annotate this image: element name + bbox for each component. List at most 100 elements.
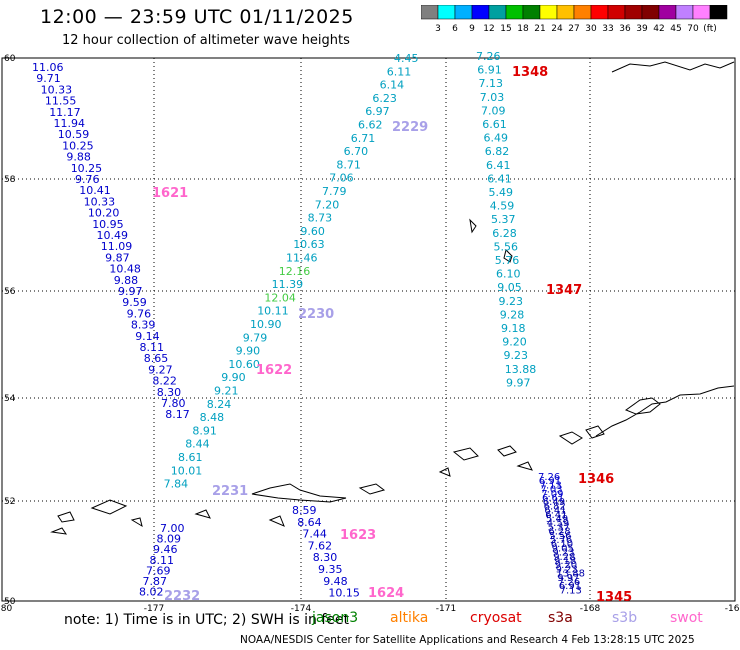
wave-height-value: 9.27 bbox=[148, 363, 173, 376]
colorbar-swatch bbox=[590, 5, 609, 20]
wave-height-value: 12.16 bbox=[279, 265, 311, 278]
wave-height-value: 7.13 bbox=[540, 480, 562, 491]
wave-height-value: 8.73 bbox=[308, 212, 333, 225]
wave-height-value: 11.09 bbox=[101, 240, 133, 253]
wave-height-value: 6.97 bbox=[365, 105, 390, 118]
wave-height-value: 10.49 bbox=[97, 229, 129, 242]
wave-height-value: 6.61 bbox=[542, 493, 564, 504]
wave-height-value: 9.71 bbox=[36, 72, 61, 85]
colorbar-swatch bbox=[505, 5, 524, 20]
wave-height-value: 6.41 bbox=[487, 172, 512, 185]
wave-height-value: 5.56 bbox=[494, 240, 519, 253]
wave-height-value: 9.05 bbox=[552, 543, 574, 554]
wave-height-value: 6.49 bbox=[543, 497, 565, 508]
wave-height-value: 7.26 bbox=[476, 50, 501, 63]
wave-height-value: 6.14 bbox=[380, 79, 405, 92]
pass-label: 1623 bbox=[340, 528, 376, 543]
color-scale-legend: 3 6 9 12 15 18 21 24 27 30 33 36 39 42 45 70 (ft) bbox=[421, 5, 728, 34]
satellite-legend-item: altika bbox=[390, 610, 429, 626]
lon-tick-label: -165 bbox=[725, 604, 740, 614]
wave-height-value: 8.17 bbox=[165, 408, 190, 421]
wave-height-value: 8.30 bbox=[313, 551, 338, 564]
wave-height-value: 8.09 bbox=[157, 533, 182, 546]
wave-height-value: 6.28 bbox=[492, 227, 517, 240]
wave-height-value: 8.24 bbox=[207, 398, 232, 411]
pass-label: 1624 bbox=[368, 586, 404, 601]
wave-height-value: 5.49 bbox=[546, 514, 568, 525]
colorbar-label: 24 bbox=[551, 24, 563, 34]
wave-height-value: 5.76 bbox=[550, 535, 572, 546]
satellite-legend-item: s3b bbox=[612, 610, 638, 626]
colorbar-label: 30 bbox=[585, 24, 597, 34]
wave-height-value: 8.48 bbox=[200, 411, 225, 424]
wave-height-value: 4.59 bbox=[490, 200, 515, 213]
colorbar-label: 6 bbox=[452, 24, 458, 34]
wave-height-value: 8.11 bbox=[140, 341, 165, 354]
wave-height-value: 8.02 bbox=[139, 586, 164, 599]
wave-height-value: 11.94 bbox=[54, 117, 86, 130]
colorbar-swatch bbox=[675, 5, 694, 20]
wave-height-value: 6.70 bbox=[344, 145, 369, 158]
wave-height-value: 7.44 bbox=[302, 528, 327, 541]
wave-height-value: 9.23 bbox=[499, 295, 524, 308]
wave-height-value: 11.17 bbox=[49, 106, 80, 119]
wave-height-value: 6.23 bbox=[372, 92, 397, 105]
colorbar-swatch bbox=[692, 5, 711, 20]
wave-height-value: 8.64 bbox=[297, 516, 322, 529]
wave-height-value: 10.25 bbox=[62, 139, 94, 152]
page-subtitle: 12 hour collection of altimeter wave hei… bbox=[62, 33, 350, 48]
wave-height-value: 7.80 bbox=[161, 397, 186, 410]
wave-height-value: 10.11 bbox=[257, 305, 289, 318]
wave-height-value: 5.37 bbox=[548, 522, 570, 533]
lat-tick-label: 56 bbox=[4, 287, 16, 297]
wave-height-value: 10.01 bbox=[171, 464, 203, 477]
wave-height-value: 13.88 bbox=[505, 363, 537, 376]
wave-height-value: 7.26 bbox=[558, 577, 580, 588]
footer-note: note: 1) Time is in UTC; 2) SWH is in fe… bbox=[64, 612, 350, 628]
wave-height-value: 6.82 bbox=[485, 145, 510, 158]
wave-height-value: 10.33 bbox=[41, 83, 73, 96]
wave-height-value: 10.60 bbox=[228, 358, 260, 371]
wave-height-value: 7.13 bbox=[560, 585, 582, 596]
lat-tick-label: 58 bbox=[4, 175, 16, 185]
colorbar-swatch bbox=[522, 5, 541, 20]
wave-height-value: 7.03 bbox=[480, 91, 505, 104]
wave-height-value: 9.97 bbox=[506, 376, 531, 389]
colorbar-label: 42 bbox=[653, 24, 664, 34]
colorbar-swatch bbox=[471, 5, 490, 20]
lat-tick-label: 50 bbox=[4, 597, 16, 607]
wave-height-value: 10.95 bbox=[92, 218, 124, 231]
wave-height-value: 6.28 bbox=[548, 527, 570, 538]
pass-label: 1345 bbox=[596, 590, 632, 605]
wave-height-value: 7.69 bbox=[146, 564, 171, 577]
wave-height-value: 9.18 bbox=[501, 322, 526, 335]
lat-tick-label: 60 bbox=[4, 54, 16, 64]
wave-height-value: 9.59 bbox=[122, 296, 147, 309]
wave-height-value: 8.39 bbox=[131, 319, 156, 332]
pass-labels: 1621 1622 1623 1624 2229 2230 2231 2232 1348 1347… bbox=[152, 65, 632, 605]
pass-label: 1622 bbox=[256, 363, 292, 378]
colorbar-label: 21 bbox=[534, 24, 545, 34]
wave-height-value: 5.76 bbox=[495, 254, 520, 267]
lat-tick-label: 52 bbox=[4, 497, 15, 507]
wave-height-value: 10.25 bbox=[71, 162, 103, 175]
wave-height-value: 9.88 bbox=[66, 151, 91, 164]
colorbar-label: 12 bbox=[483, 24, 494, 34]
wave-height-value: 10.90 bbox=[250, 318, 282, 331]
pass-label: 1346 bbox=[578, 472, 614, 487]
wave-height-value: 10.15 bbox=[328, 587, 360, 600]
colorbar-label: 39 bbox=[636, 24, 648, 34]
wave-height-value: 9.21 bbox=[214, 385, 239, 398]
lon-tick-label: -180 bbox=[0, 604, 12, 614]
satellite-legend: jason3 altika cryosat s3a s3b swot bbox=[0, 610, 740, 630]
wave-height-value: 9.14 bbox=[135, 330, 160, 343]
wave-height-value: 7.09 bbox=[541, 489, 563, 500]
wave-height-value: 7.79 bbox=[322, 185, 347, 198]
coastline bbox=[50, 61, 735, 535]
wave-height-value: 6.82 bbox=[544, 501, 566, 512]
wave-height-value: 11.55 bbox=[45, 95, 77, 108]
axis-labels: -180 -177 -174 -171 -168 -165 60 58 56 54 52 50 bbox=[0, 54, 740, 614]
graticule bbox=[2, 58, 735, 601]
lon-tick-label: -174 bbox=[291, 604, 312, 614]
credit-line: NOAA/NESDIS Center for Satellite Applica… bbox=[240, 634, 695, 646]
